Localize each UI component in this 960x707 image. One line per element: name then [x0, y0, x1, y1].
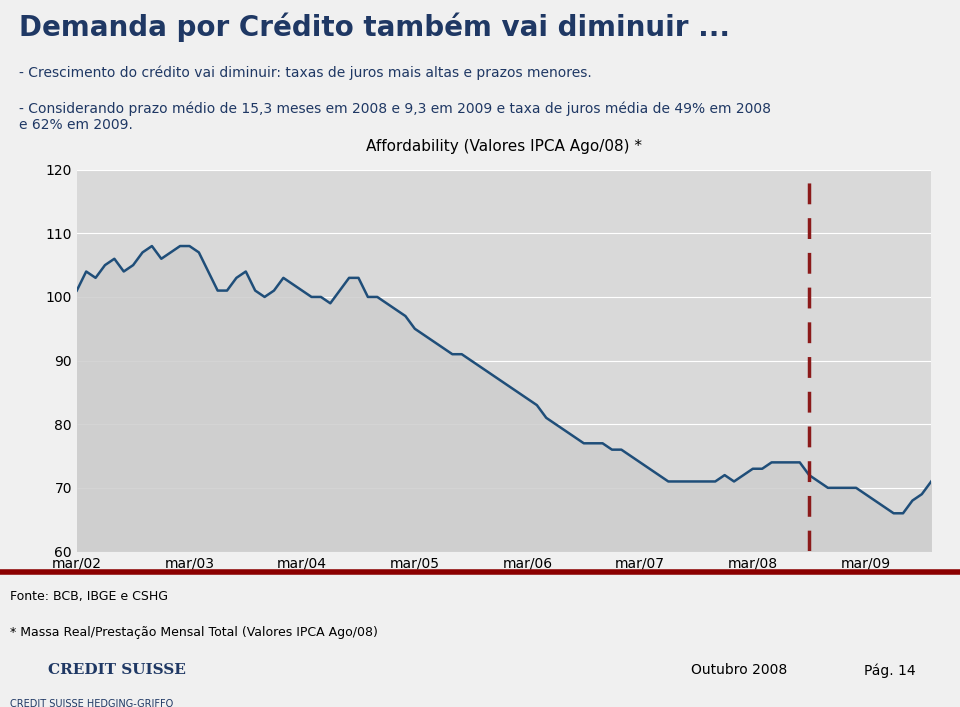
Text: Demanda por Crédito também vai diminuir ...: Demanda por Crédito também vai diminuir …	[19, 13, 731, 42]
Text: CREDIT SUISSE HEDGING-GRIFFO: CREDIT SUISSE HEDGING-GRIFFO	[10, 699, 173, 707]
Text: Outubro 2008: Outubro 2008	[691, 663, 787, 677]
Text: Pág. 14: Pág. 14	[864, 663, 916, 678]
Text: CREDIT SUISSE: CREDIT SUISSE	[48, 663, 186, 677]
Text: Fonte: BCB, IBGE e CSHG: Fonte: BCB, IBGE e CSHG	[10, 590, 168, 603]
Text: Affordability (Valores IPCA Ago/08) *: Affordability (Valores IPCA Ago/08) *	[366, 139, 642, 154]
Text: - Considerando prazo médio de 15,3 meses em 2008 e 9,3 em 2009 e taxa de juros m: - Considerando prazo médio de 15,3 meses…	[19, 101, 771, 132]
Text: - Crescimento do crédito vai diminuir: taxas de juros mais altas e prazos menore: - Crescimento do crédito vai diminuir: t…	[19, 65, 592, 80]
Text: * Massa Real/Prestação Mensal Total (Valores IPCA Ago/08): * Massa Real/Prestação Mensal Total (Val…	[10, 626, 377, 639]
